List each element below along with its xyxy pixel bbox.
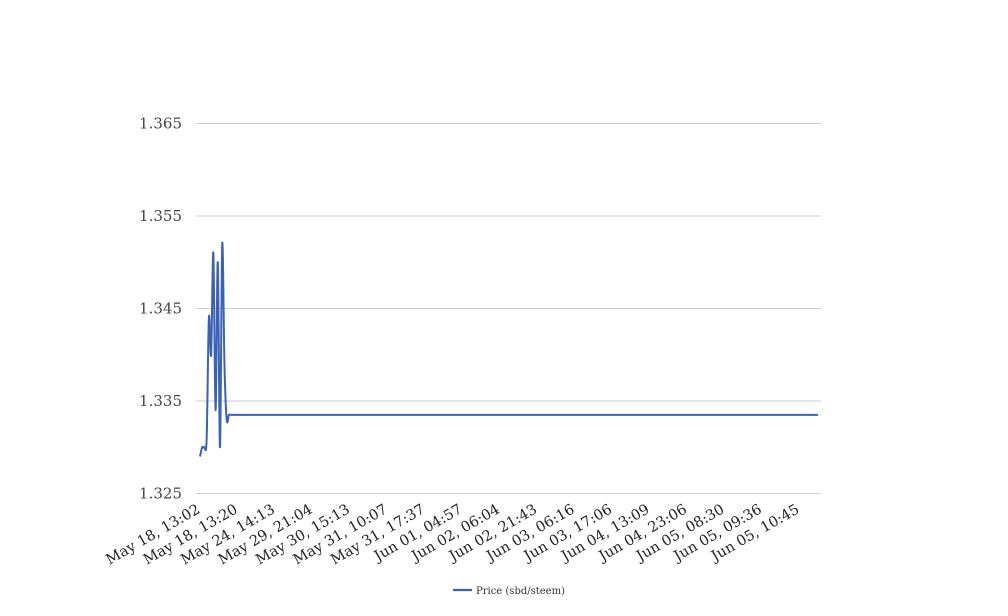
y-axis-tick-labels: 1.325 1.335 1.345 1.355 1.365 [139, 115, 182, 503]
y-tick-label: 1.355 [139, 207, 182, 225]
series-line-price [199, 241, 818, 457]
grid-lines [196, 123, 821, 494]
y-tick-label: 1.335 [139, 392, 182, 410]
legend: Price (sbd/steem) [453, 586, 565, 597]
y-tick-label: 1.345 [139, 300, 182, 318]
series-lines [199, 241, 818, 457]
y-tick-label: 1.325 [139, 485, 182, 503]
y-tick-label: 1.365 [139, 115, 182, 133]
legend-label-price: Price (sbd/steem) [476, 586, 565, 597]
